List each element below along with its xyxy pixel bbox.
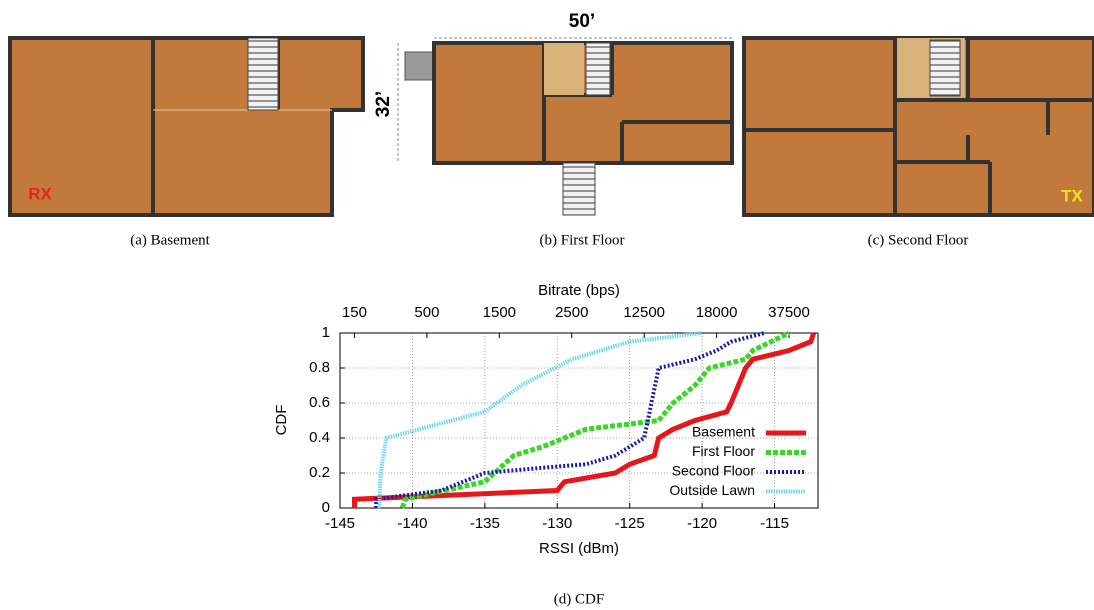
plot-frame: [339, 332, 819, 509]
x-tick-label: -145: [325, 515, 355, 532]
x-tick-label: -140: [397, 515, 427, 532]
x-tick-label: -130: [542, 515, 572, 532]
x2-tick-label: 2500: [555, 304, 588, 321]
width-label: 50’: [569, 11, 595, 32]
x2-tick-label: 1500: [483, 304, 516, 321]
legend-label: First Floor: [692, 443, 755, 459]
x-tick-label: -120: [687, 515, 717, 532]
first-floor-plan: 50’ 32’: [373, 11, 734, 216]
basement-plan: RX: [8, 36, 365, 217]
x-axis-title: RSSI (dBm): [539, 540, 619, 557]
x2-tick-label: 12500: [623, 304, 665, 321]
series-line: [399, 330, 791, 509]
x2-axis-title: Bitrate (bps): [538, 282, 620, 299]
second-floor-plan: TX: [742, 36, 1094, 217]
x2-tick-label: 18000: [696, 304, 738, 321]
legend-label: Basement: [692, 424, 755, 440]
x-tick-label: -125: [615, 515, 645, 532]
x-tick-label: -115: [760, 515, 789, 532]
x2-tick-label: 500: [414, 304, 439, 321]
legend-label: Second Floor: [672, 463, 756, 479]
y-tick-label: 0.6: [309, 394, 330, 411]
y-tick-label: 1: [322, 324, 330, 341]
caption: (a) Basement: [130, 232, 210, 248]
x-tick-label: -135: [470, 515, 500, 532]
caption: (c) Second Floor: [868, 232, 969, 248]
series-line: [377, 331, 703, 509]
y-tick-label: 0.4: [309, 429, 330, 446]
x2-tick-label: 150: [342, 304, 367, 321]
y-tick-label: 0.8: [309, 359, 330, 376]
y-tick-label: 0: [322, 499, 330, 516]
caption: (d) CDF: [554, 591, 604, 607]
cdf-chart: 0 0.2 0.4 0.6 0.8 1 -145 -140 -135 -130 -125 -120 -1…: [309, 304, 819, 532]
x2-tick-label: 37500: [768, 304, 810, 321]
rx-marker: RX: [28, 184, 52, 203]
legend-label: Outside Lawn: [669, 482, 755, 498]
depth-label: 32’: [373, 91, 394, 117]
caption: (b) First Floor: [539, 232, 624, 248]
y-tick-label: 0.2: [309, 464, 330, 481]
y-axis-title: CDF: [273, 405, 290, 436]
tx-marker: TX: [1061, 186, 1083, 205]
series-line: [351, 332, 817, 508]
